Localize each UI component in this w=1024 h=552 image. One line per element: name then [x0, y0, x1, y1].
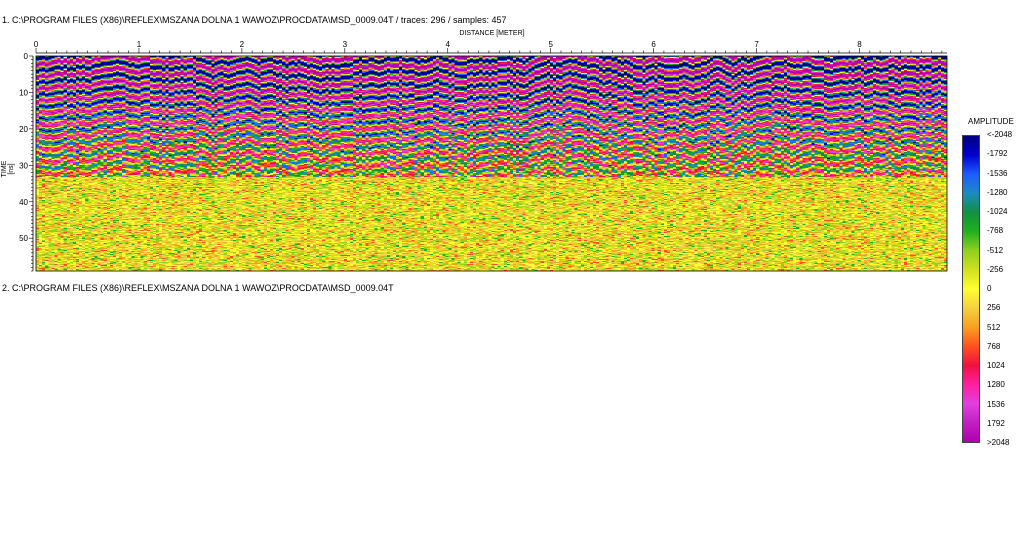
file-header-2: 2. C:\PROGRAM FILES (X86)\REFLEX\MSZANA …: [2, 283, 394, 293]
colorbar-label: 768: [987, 341, 1001, 351]
x-tick-label: 8: [857, 40, 862, 49]
y-tick-label: 40: [19, 198, 28, 207]
x-tick-label: 5: [548, 40, 553, 49]
x-tick-label: 4: [446, 40, 451, 49]
x-tick-label: 0: [34, 40, 39, 49]
plot-frame: [35, 55, 948, 272]
y-tick-label: 50: [19, 234, 28, 243]
x-axis-title: DISTANCE [METER]: [459, 30, 525, 37]
colorbar-label: 1280: [987, 380, 1005, 390]
colorbar-title: AMPLITUDE: [968, 117, 1014, 126]
file-header-1: 1. C:\PROGRAM FILES (X86)\REFLEX\MSZANA …: [2, 15, 507, 25]
colorbar-label: 512: [987, 322, 1001, 332]
colorbar-label: <-2048: [987, 130, 1013, 139]
x-tick-label: 2: [240, 40, 245, 49]
y-tick-label: 10: [19, 88, 28, 97]
radargram-raster: [36, 56, 947, 271]
colorbar-label: -1024: [987, 207, 1008, 216]
colorbar-label: -512: [987, 245, 1004, 255]
amplitude-colorbar: [962, 135, 980, 443]
y-tick-label: 0: [24, 52, 29, 61]
colorbar-label: 256: [987, 303, 1001, 313]
colorbar-label: 0: [987, 284, 992, 293]
colorbar-label: -768: [987, 226, 1004, 236]
colorbar-label: -256: [987, 264, 1004, 274]
colorbar-label: 1024: [987, 361, 1005, 370]
y-tick-label: 20: [19, 125, 28, 134]
colorbar-label: -1792: [987, 149, 1008, 159]
colorbar-label: >2048: [987, 438, 1010, 447]
x-tick-label: 3: [343, 40, 348, 49]
colorbar-label: 1792: [987, 418, 1005, 428]
colorbar-label: 1536: [987, 399, 1005, 409]
colorbar-label: -1536: [987, 168, 1008, 178]
y-tick-label: 30: [19, 161, 28, 170]
x-tick-label: 6: [651, 40, 656, 49]
x-tick-label: 1: [137, 40, 142, 49]
colorbar-label: -1280: [987, 187, 1008, 197]
x-tick-label: 7: [754, 40, 759, 49]
